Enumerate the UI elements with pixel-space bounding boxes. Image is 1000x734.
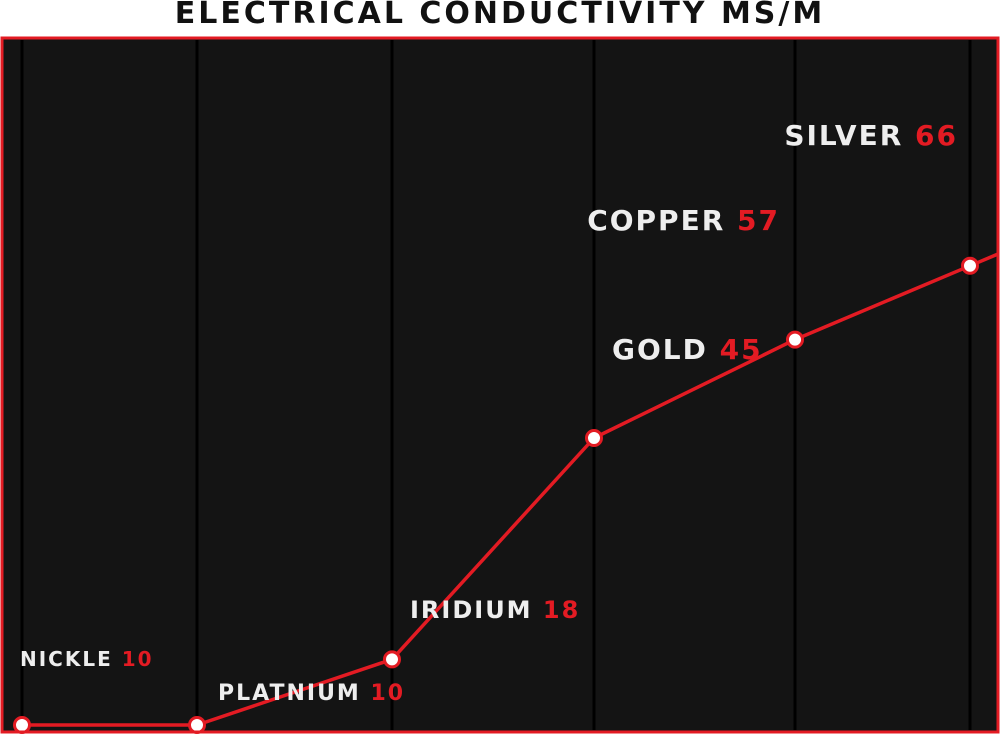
data-point-copper: [786, 330, 804, 349]
data-point-platnium: [188, 716, 206, 734]
value-label: 66: [915, 119, 958, 152]
series-line: [22, 264, 971, 727]
chart-panel: NICKLE 10 PLATNIUM 10 IRIDIUM 18 GOLD 45 COP…: [0, 36, 1000, 734]
value-label: 10: [371, 681, 406, 706]
data-point-silver: [961, 256, 979, 275]
category-label: IRIDIUM: [410, 596, 533, 624]
chart-title: ELECTRICAL CONDUCTIVITY MS/M: [174, 0, 826, 31]
data-label-copper: COPPER 57: [587, 204, 780, 237]
category-label: NICKLE: [20, 647, 113, 671]
value-label: 57: [737, 204, 780, 237]
data-point-gold: [585, 429, 603, 447]
vertical-gridlines: [20, 40, 972, 730]
plot-frame: [0, 36, 1000, 734]
data-label-silver: SILVER 66: [784, 119, 958, 152]
value-label: 45: [720, 333, 763, 366]
data-label-nickle: NICKLE 10: [20, 647, 154, 671]
plot-background: [2, 38, 998, 732]
value-label: 18: [543, 596, 580, 624]
category-label: COPPER: [587, 204, 725, 237]
data-label-gold: GOLD 45: [612, 333, 763, 366]
data-label-platnium: PLATNIUM 10: [218, 681, 405, 706]
data-point-nickle: [13, 716, 31, 734]
data-label-iridium: IRIDIUM 18: [410, 596, 580, 624]
data-point-iridium: [383, 650, 401, 669]
category-label: SILVER: [784, 119, 903, 152]
category-label: GOLD: [612, 333, 708, 366]
value-label: 10: [122, 647, 154, 671]
category-label: PLATNIUM: [218, 681, 361, 706]
